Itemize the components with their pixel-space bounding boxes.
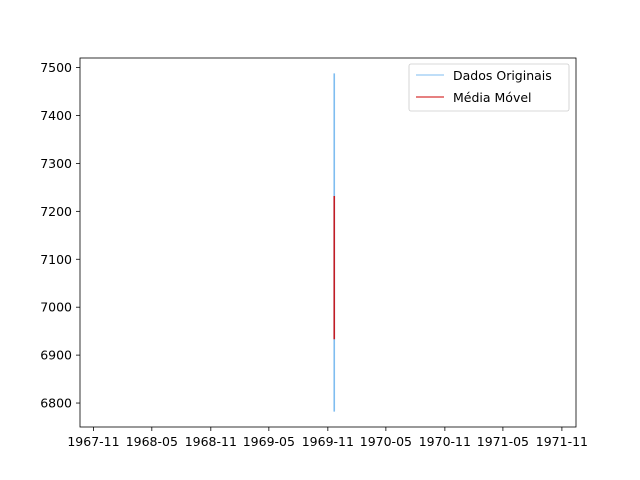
legend: Dados Originais Média Móvel [408,63,570,112]
y-tick-label: 7100 [40,252,72,267]
x-tick-label: 1971-05 [477,434,529,449]
y-axis-ticks: 6800 6900 7000 7100 7200 7300 7400 7500 [40,60,80,411]
x-tick-label: 1970-11 [419,434,471,449]
legend-label-moving-average: Média Móvel [453,90,532,105]
y-tick-label: 7300 [40,156,72,171]
y-tick-label: 7200 [40,204,72,219]
y-tick-label: 6800 [40,396,72,411]
plot-frame [79,57,577,428]
x-tick-label: 1971-11 [536,434,588,449]
x-tick-label: 1967-11 [67,434,119,449]
x-tick-label: 1969-05 [243,434,295,449]
y-tick-label: 7400 [40,108,72,123]
x-tick-label: 1970-05 [360,434,412,449]
x-tick-label: 1969-11 [302,434,354,449]
legend-label-original: Dados Originais [453,68,552,83]
x-tick-label: 1968-05 [126,434,178,449]
x-tick-label: 1968-11 [185,434,237,449]
legend-box [408,63,570,112]
x-axis-ticks: 1967-11 1968-05 1968-11 1969-05 1969-11 1970-… [67,427,588,449]
y-tick-label: 7500 [40,60,72,75]
y-tick-label: 7000 [40,300,72,315]
y-tick-label: 6900 [40,348,72,363]
